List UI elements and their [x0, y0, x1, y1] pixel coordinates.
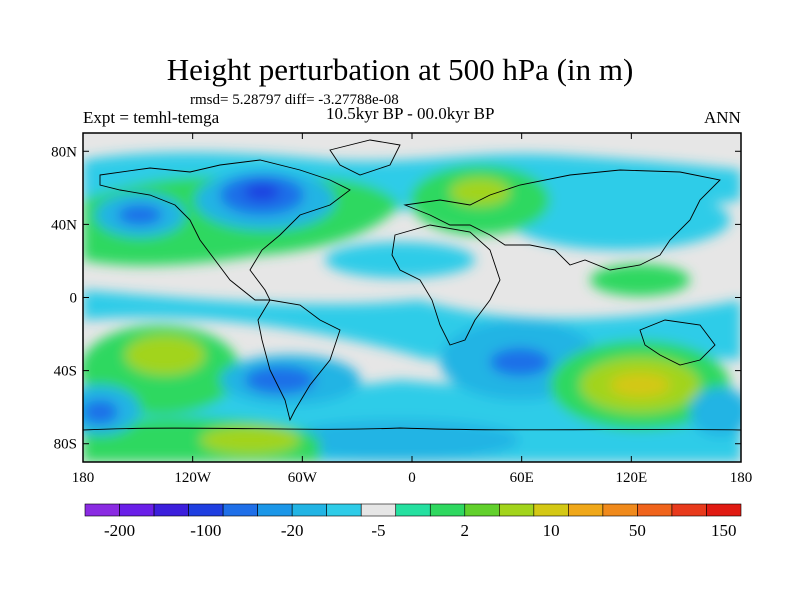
lat-label: 40S — [54, 364, 77, 380]
period-label: 10.5kyr BP - 00.0kyr BP — [326, 104, 495, 123]
colorbar-box — [637, 503, 673, 517]
colorbar-boxes — [84, 503, 742, 517]
coastlines — [83, 139, 741, 431]
lon-label: 0 — [408, 470, 416, 486]
colorbar-box — [188, 503, 224, 517]
experiment-label: Expt = temhl-temga — [83, 108, 220, 127]
lat-label: 0 — [70, 291, 78, 307]
colorbar-box — [153, 503, 189, 517]
colorbar-label: 50 — [629, 521, 646, 540]
colorbar-label: 150 — [711, 521, 737, 540]
colorbar-label: 2 — [461, 521, 470, 540]
lat-label: 40N — [51, 217, 77, 233]
latitude-axis: 80N 40N 0 40S 80S — [51, 144, 741, 453]
longitude-axis: 180 120W 60W 0 60E 120E 180 — [72, 133, 753, 486]
colorbar-box — [395, 503, 431, 517]
colorbar-box — [671, 503, 707, 517]
colorbar-labels: -200 -100 -20 -5 2 10 50 150 — [104, 521, 737, 540]
colorbar-box — [602, 503, 638, 517]
lon-label: 180 — [72, 470, 95, 486]
colorbar-box — [706, 503, 742, 517]
colorbar-box — [291, 503, 327, 517]
colorbar-box — [119, 503, 155, 517]
colorbar-box — [533, 503, 569, 517]
contour-field — [83, 133, 741, 462]
lon-label: 120W — [174, 470, 212, 486]
map-title: Height perturbation at 500 hPa (in m) — [166, 52, 634, 87]
colorbar-box — [464, 503, 500, 517]
lat-label: 80N — [51, 144, 77, 160]
colorbar-label: 10 — [543, 521, 560, 540]
colorbar-box — [499, 503, 535, 517]
lon-label: 60E — [510, 470, 534, 486]
colorbar-box — [568, 503, 604, 517]
colorbar-box — [84, 503, 120, 517]
colorbar-box — [222, 503, 258, 517]
colorbar-box — [257, 503, 293, 517]
colorbar-label: -20 — [281, 521, 304, 540]
season-label: ANN — [704, 108, 741, 127]
colorbar-box — [326, 503, 362, 517]
colorbar-box — [429, 503, 466, 517]
colorbar-label: -5 — [371, 521, 385, 540]
colorbar-box — [360, 503, 397, 517]
colorbar-label: -200 — [104, 521, 135, 540]
colorbar-label: -100 — [190, 521, 221, 540]
lat-label: 80S — [54, 437, 77, 453]
stats-text: rmsd= 5.28797 diff= -3.27788e-08 — [190, 92, 399, 108]
lon-label: 120E — [615, 470, 647, 486]
lon-label: 180 — [730, 470, 753, 486]
lon-label: 60W — [288, 470, 318, 486]
